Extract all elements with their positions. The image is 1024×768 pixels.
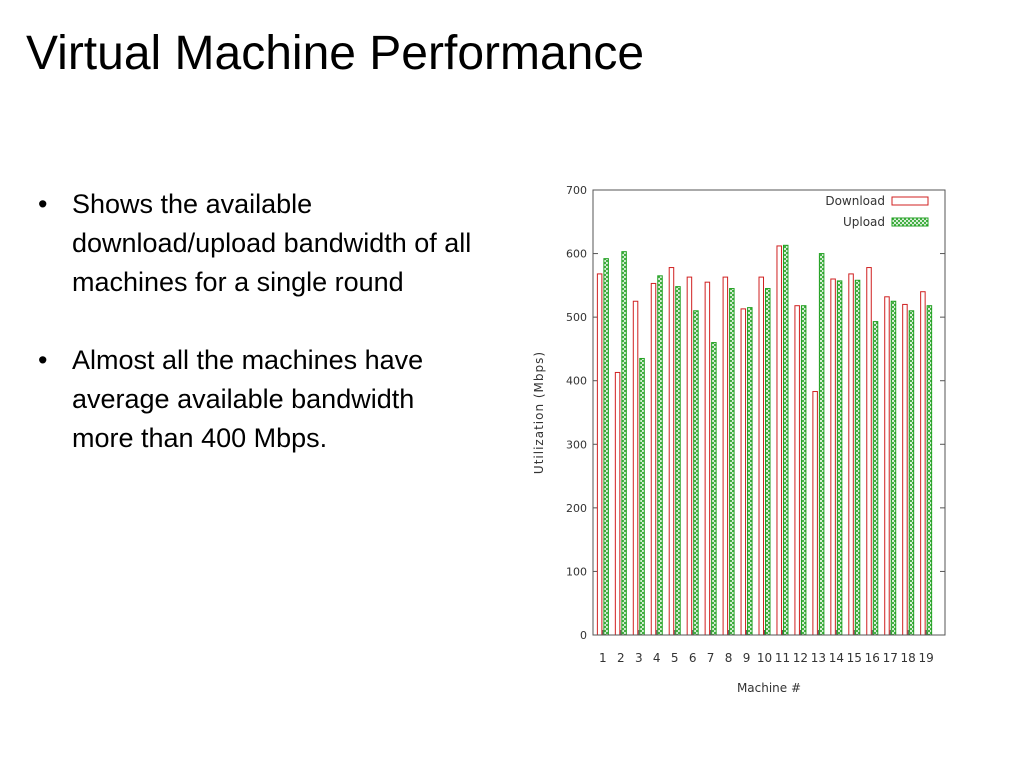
- slide-title: Virtual Machine Performance: [26, 27, 645, 80]
- bullet-dot-icon: •: [38, 189, 48, 219]
- x-tick-label: 16: [865, 651, 880, 665]
- bar-download: [776, 245, 782, 636]
- x-tick-label: 2: [617, 651, 625, 665]
- bar-upload: [890, 300, 897, 636]
- x-axis-label: Machine #: [737, 681, 801, 695]
- bar-download: [920, 291, 926, 636]
- bar-upload: [836, 280, 843, 636]
- x-tick-label: 1: [599, 651, 607, 665]
- bar-download: [686, 276, 693, 636]
- bar-download: [722, 276, 729, 636]
- bar-upload: [729, 288, 735, 636]
- plot-frame: [592, 189, 946, 636]
- bullet-list: • Shows the available download/upload ba…: [32, 185, 482, 497]
- y-tick-label: 300: [566, 438, 587, 451]
- bullet-text: Shows the available download/upload band…: [72, 189, 472, 297]
- x-tick-label: 11: [775, 651, 790, 665]
- x-tick-label: 13: [811, 651, 826, 665]
- x-tick-label: 14: [829, 651, 844, 665]
- bar-download: [812, 391, 818, 636]
- legend-label-upload: Upload: [843, 215, 885, 229]
- bullet-dot-icon: •: [38, 345, 48, 375]
- bar-upload: [926, 305, 933, 636]
- x-tick-label: 4: [653, 651, 661, 665]
- x-tick-label: 5: [671, 651, 679, 665]
- bar-upload: [747, 307, 753, 636]
- y-tick-label: 700: [566, 184, 587, 197]
- bar-download: [668, 267, 675, 636]
- x-tick-label: 19: [919, 651, 934, 665]
- bullet-text: Almost all the machines have average ava…: [72, 345, 424, 453]
- x-tick-label: 9: [743, 651, 751, 665]
- bar-download: [740, 308, 747, 636]
- bullet-item: • Almost all the machines have average a…: [32, 341, 482, 458]
- bar-download: [632, 300, 639, 636]
- y-tick-label: 400: [566, 375, 587, 388]
- x-tick-label: 10: [757, 651, 772, 665]
- bar-upload: [854, 279, 861, 636]
- bar-upload: [818, 253, 825, 636]
- bullet-item: • Shows the available download/upload ba…: [32, 185, 482, 302]
- bar-download: [758, 276, 765, 636]
- y-axis-label: Utilization (Mbps): [532, 351, 546, 474]
- bar-upload: [657, 275, 663, 636]
- legend-swatch-upload: [891, 217, 929, 227]
- bar-download: [884, 296, 890, 636]
- bandwidth-chart: 0 100 200 300 400 500 600 700 1 2 3 4 5 6 7 8 9 10 11 12 13 1…: [525, 175, 965, 705]
- bar-upload: [603, 258, 609, 636]
- bar-upload: [800, 305, 807, 636]
- y-tick-label: 200: [566, 502, 587, 515]
- x-tick-label: 3: [635, 651, 643, 665]
- bar-upload: [693, 310, 699, 636]
- bar-upload: [639, 357, 645, 636]
- bar-download: [596, 273, 603, 636]
- bar-download: [794, 305, 800, 636]
- x-tick-label: 12: [793, 651, 808, 665]
- x-tick-label: 7: [707, 651, 715, 665]
- y-tick-label: 0: [580, 629, 587, 642]
- bar-download: [704, 281, 711, 636]
- bar-download: [650, 282, 657, 636]
- bar-upload: [621, 251, 627, 636]
- bar-download: [830, 278, 836, 636]
- bar-upload: [782, 244, 789, 636]
- legend-label-download: Download: [825, 194, 885, 208]
- bar-upload: [908, 310, 915, 636]
- bar-upload: [711, 342, 717, 636]
- x-tick-label: 6: [689, 651, 697, 665]
- y-tick-label: 500: [566, 311, 587, 324]
- bar-upload: [765, 288, 771, 636]
- x-tick-label: 18: [901, 651, 916, 665]
- bar-upload: [872, 321, 879, 636]
- bar-download: [848, 273, 854, 636]
- legend-swatch-download: [891, 196, 929, 206]
- bar-download: [614, 371, 621, 636]
- bar-download: [902, 303, 908, 636]
- x-tick-label: 8: [725, 651, 733, 665]
- x-tick-label: 17: [883, 651, 898, 665]
- bar-upload: [675, 286, 681, 636]
- y-tick-label: 100: [566, 565, 587, 578]
- x-tick-label: 15: [847, 651, 862, 665]
- bar-download: [866, 267, 872, 636]
- y-tick-label: 600: [566, 248, 587, 261]
